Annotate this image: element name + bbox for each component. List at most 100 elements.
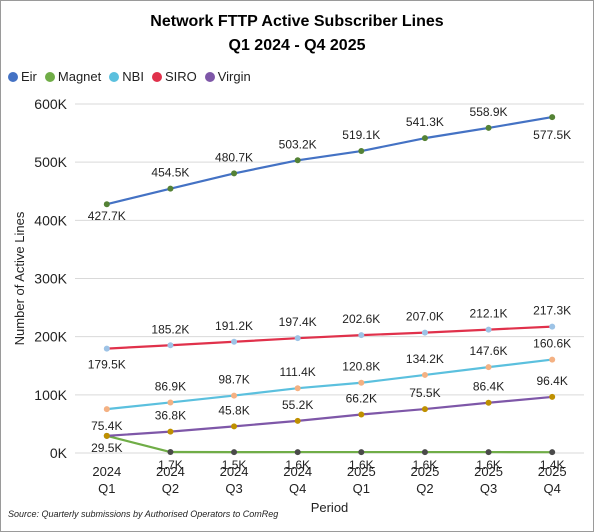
x-tick-label-quarter: Q2	[162, 481, 179, 496]
data-label-magnet: 1.5K	[222, 458, 247, 472]
data-point-magnet	[358, 449, 365, 456]
data-label-magnet: 1.6K	[285, 458, 310, 472]
data-point-virgin	[294, 417, 301, 424]
data-label-siro: 202.6K	[342, 312, 380, 326]
y-tick-label: 300K	[34, 271, 67, 287]
data-point-nbi	[358, 379, 365, 386]
data-point-siro	[103, 345, 110, 352]
x-tick-label-quarter: Q1	[98, 481, 115, 496]
data-point-virgin	[549, 393, 556, 400]
data-label-nbi: 120.8K	[342, 360, 380, 374]
data-label-siro: 191.2K	[215, 319, 253, 333]
data-label-virgin: 36.8K	[155, 409, 186, 423]
data-point-siro	[549, 323, 556, 330]
data-label-eir: 480.7K	[215, 150, 253, 164]
legend-swatch-eir	[8, 71, 18, 82]
data-point-siro	[294, 335, 301, 342]
data-point-siro	[167, 342, 174, 349]
series-line-virgin	[106, 395, 553, 437]
data-point-virgin	[421, 406, 428, 413]
data-label-siro: 217.3K	[533, 304, 571, 318]
data-label-virgin: 45.8K	[218, 403, 249, 417]
data-point-nbi	[485, 364, 492, 371]
data-label-magnet: 1.4K	[540, 458, 565, 472]
data-label-magnet: 1.6K	[349, 458, 374, 472]
legend-swatch-nbi	[109, 71, 120, 82]
legend-item-magnet: Magnet	[44, 69, 101, 84]
data-point-siro	[421, 329, 428, 336]
chart-subtitle: Q1 2024 - Q4 2025	[228, 37, 366, 54]
x-tick-label-year: 2025	[347, 464, 376, 479]
data-label-virgin: 55.2K	[282, 398, 313, 412]
data-point-magnet	[294, 449, 301, 456]
data-point-virgin	[103, 432, 110, 439]
data-label-siro: 212.1K	[470, 307, 508, 321]
data-point-eir	[485, 124, 492, 131]
data-point-eir	[167, 185, 174, 192]
series-line-magnet	[106, 434, 553, 454]
data-point-magnet	[231, 449, 238, 456]
x-tick-label-year: 2024	[92, 464, 121, 479]
data-label-magnet: 1.6K	[413, 458, 438, 472]
data-label-eir: 454.5K	[151, 166, 189, 180]
x-tick-label-quarter: Q3	[480, 481, 497, 496]
data-point-magnet	[167, 449, 174, 456]
series-line-siro	[106, 325, 553, 350]
x-tick-label-year: 2025	[474, 464, 503, 479]
x-tick-label-quarter: Q1	[353, 481, 370, 496]
y-tick-label: 400K	[34, 212, 67, 228]
source-note: Source: Quarterly submissions by Authori…	[8, 509, 279, 519]
legend: Eir Magnet NBI SIRO Virgin	[8, 69, 259, 84]
data-point-virgin	[485, 399, 492, 406]
y-tick-label: 100K	[34, 387, 67, 403]
data-point-eir	[421, 135, 428, 142]
data-label-siro: 207.0K	[406, 310, 444, 324]
chart-title: Network FTTP Active Subscriber Lines	[150, 13, 444, 30]
x-tick-label-year: 2025	[410, 464, 439, 479]
data-point-siro	[358, 332, 365, 339]
data-point-eir	[103, 201, 110, 208]
legend-item-siro: SIRO	[151, 69, 197, 84]
data-point-eir	[294, 157, 301, 164]
data-label-eir: 519.1K	[342, 128, 380, 142]
x-tick-label-quarter: Q3	[225, 481, 242, 496]
data-point-nbi	[231, 392, 238, 399]
data-point-nbi	[103, 406, 110, 413]
data-point-nbi	[167, 399, 174, 406]
x-tick-label-year: 2024	[283, 464, 312, 479]
data-point-virgin	[231, 423, 238, 430]
data-point-nbi	[294, 385, 301, 392]
data-label-siro: 185.2K	[151, 322, 189, 336]
data-point-nbi	[549, 356, 556, 363]
data-label-nbi: 134.2K	[406, 352, 444, 366]
data-label-eir: 541.3K	[406, 115, 444, 129]
data-label-eir: 427.7K	[88, 209, 126, 223]
data-label-magnet: 29.5K	[91, 441, 122, 455]
legend-swatch-virgin	[204, 71, 215, 82]
data-point-magnet	[421, 449, 428, 456]
data-label-siro: 179.5K	[88, 358, 126, 372]
x-tick-label-quarter: Q4	[289, 481, 306, 496]
x-tick-label-year: 2024	[220, 464, 249, 479]
x-axis-title: Period	[311, 500, 349, 515]
x-tick-label-year: 2025	[538, 464, 567, 479]
legend-label-virgin: Virgin	[217, 69, 251, 84]
data-label-nbi: 111.4K	[280, 365, 316, 379]
data-label-nbi: 147.6K	[470, 344, 508, 358]
data-label-eir: 503.2K	[279, 137, 317, 151]
data-label-nbi: 86.9K	[155, 379, 186, 393]
data-label-eir: 558.9K	[470, 105, 508, 119]
data-label-eir: 577.5K	[533, 128, 571, 142]
y-tick-label: 600K	[34, 96, 67, 112]
data-point-nbi	[421, 371, 428, 378]
legend-swatch-siro	[151, 71, 162, 82]
series-line-nbi	[106, 358, 553, 411]
data-label-magnet: 1.7K	[158, 458, 183, 472]
x-tick-label-quarter: Q4	[544, 481, 561, 496]
x-tick-label-quarter: Q2	[416, 481, 433, 496]
data-point-siro	[231, 338, 238, 345]
legend-label-eir: Eir	[21, 69, 37, 84]
data-point-siro	[485, 326, 492, 333]
